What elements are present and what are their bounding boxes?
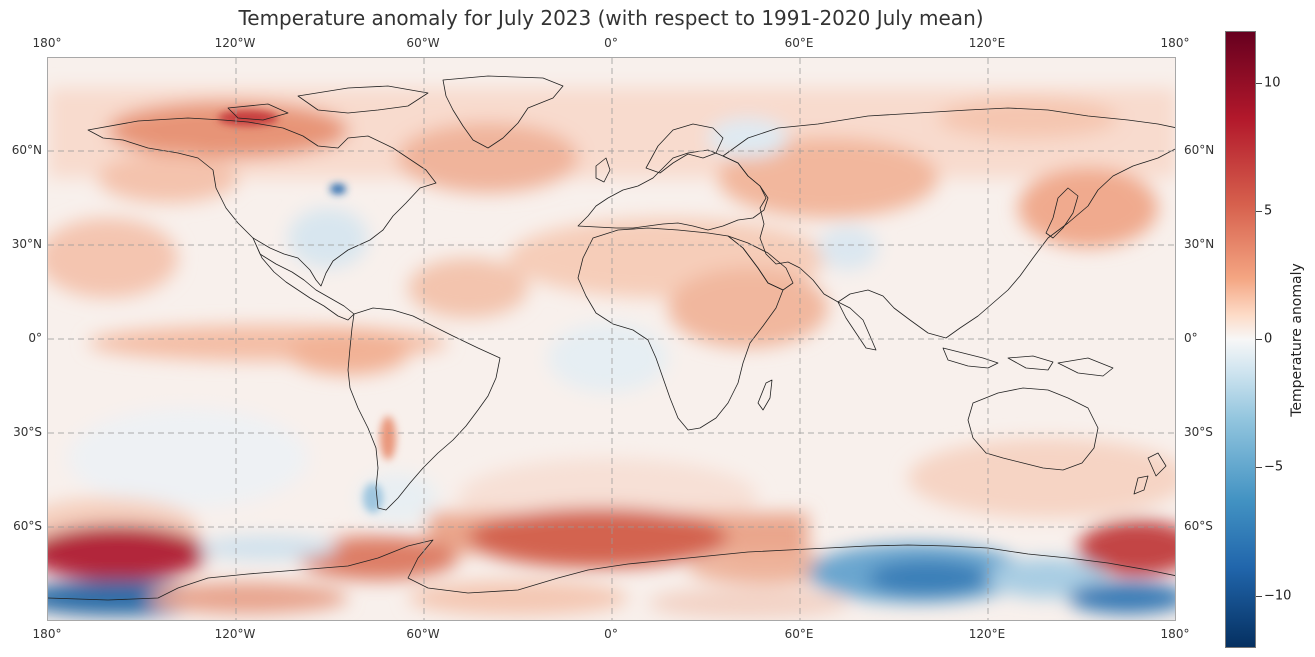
coast-indonesia — [942, 347, 999, 369]
coast-central-america — [252, 237, 355, 321]
coast-british-isles — [595, 157, 611, 183]
lat-tick-right: 30°S — [1184, 425, 1213, 439]
coast-arabia — [727, 235, 794, 291]
colorbar-tick-mark — [1256, 211, 1262, 212]
colorbar-tick-label: −5 — [1264, 459, 1284, 475]
graticule — [48, 58, 1175, 620]
colorbar-tick-label: 0 — [1264, 331, 1273, 347]
lon-tick-bottom: 180° — [32, 627, 62, 641]
coast-australia — [967, 387, 1099, 471]
map-panel[interactable] — [47, 57, 1176, 621]
lon-tick-bottom: 120°W — [214, 627, 256, 641]
lat-tick-right: 60°N — [1184, 143, 1215, 157]
lon-tick-bottom: 60°E — [784, 627, 814, 641]
lat-tick-left: 0° — [28, 331, 42, 345]
coast-greenland — [442, 75, 564, 149]
colorbar-label: Temperature anomaly — [1289, 263, 1305, 417]
lat-tick-right: 30°N — [1184, 237, 1215, 251]
coast-new-zealand — [1147, 452, 1167, 477]
lat-tick-right: 60°S — [1184, 519, 1213, 533]
colorbar-tick-label: −10 — [1264, 588, 1292, 604]
lon-tick-top: 0° — [604, 36, 618, 50]
lon-tick-bottom: 180° — [1160, 627, 1190, 641]
anomaly-map — [48, 58, 1175, 620]
lat-tick-left: 60°N — [11, 143, 42, 157]
lon-tick-top: 60°E — [784, 36, 814, 50]
map-title: Temperature anomaly for July 2023 (with … — [238, 6, 984, 30]
colorbar-tick-label: 5 — [1264, 203, 1273, 219]
lon-tick-top: 180° — [32, 36, 62, 50]
lat-tick-left: 30°S — [13, 425, 42, 439]
coast-south-america — [347, 307, 501, 511]
colorbar-tick-mark — [1256, 83, 1262, 84]
lon-tick-top: 120°E — [968, 36, 1006, 50]
coast-scandinavia — [645, 123, 724, 174]
coast-madagascar — [757, 379, 773, 411]
lon-tick-bottom: 60°W — [406, 627, 440, 641]
lat-tick-right: 0° — [1184, 331, 1198, 345]
colorbar — [1225, 31, 1256, 648]
colorbar-tick-mark — [1256, 339, 1262, 340]
coast-arctic-islands — [297, 85, 429, 114]
lon-tick-top: 120°W — [214, 36, 256, 50]
colorbar-tick-mark — [1256, 467, 1262, 468]
coast-asia — [722, 107, 1175, 339]
lat-tick-left: 60°S — [13, 519, 42, 533]
colorbar-tick-mark — [1256, 596, 1262, 597]
coast-japan — [1045, 187, 1079, 239]
lat-tick-left: 30°N — [11, 237, 42, 251]
lon-tick-bottom: 120°E — [968, 627, 1006, 641]
colorbar-tick-label: 10 — [1264, 75, 1281, 91]
coast-antarctica — [48, 539, 1175, 601]
anomaly-field — [48, 88, 1175, 619]
lon-tick-top: 180° — [1160, 36, 1190, 50]
lon-tick-bottom: 0° — [604, 627, 618, 641]
coast-india — [837, 301, 877, 351]
lon-tick-top: 60°W — [406, 36, 440, 50]
